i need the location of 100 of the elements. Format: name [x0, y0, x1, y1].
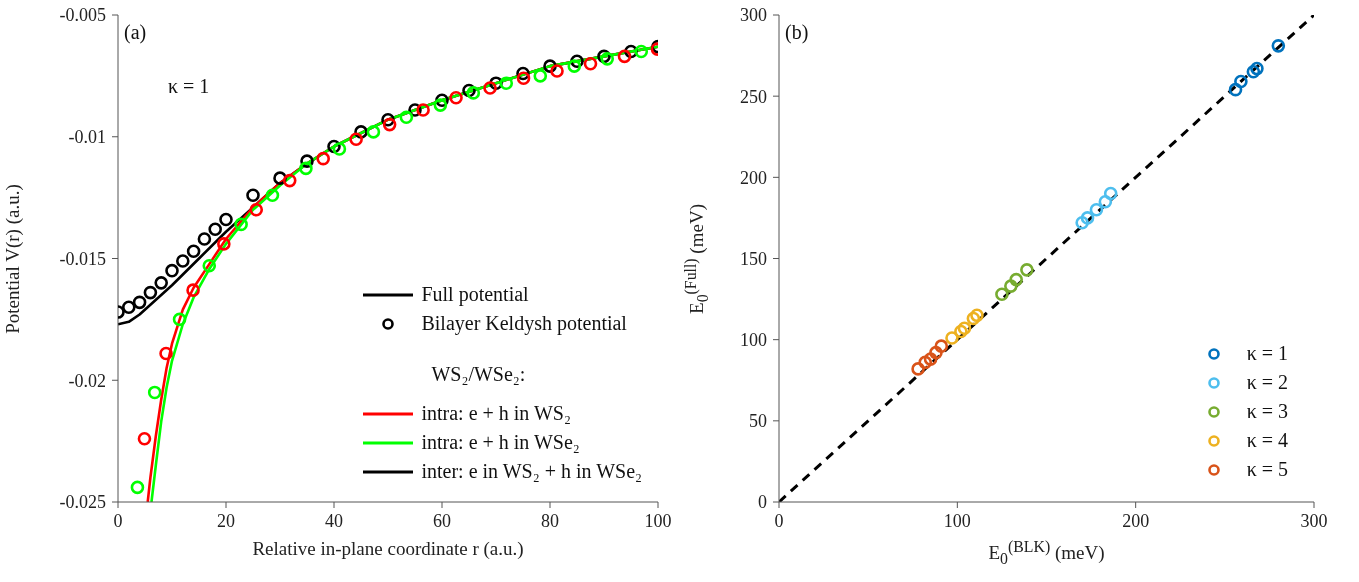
point: [219, 212, 233, 227]
point: [137, 431, 152, 446]
point: [208, 222, 222, 237]
y-tick-label: -0.005: [59, 5, 106, 26]
point: [1080, 211, 1095, 225]
point: [172, 312, 187, 327]
x-tick-label: 0: [113, 510, 123, 531]
point: [945, 331, 959, 345]
point: [217, 237, 231, 251]
point: [234, 217, 248, 232]
point: [154, 276, 168, 290]
point: [159, 346, 173, 361]
point: [533, 69, 548, 83]
x-tick-label: 300: [1300, 510, 1328, 531]
point: [382, 117, 397, 132]
point: [399, 110, 414, 125]
point: [499, 76, 514, 90]
annotation: inter: e in WS₂ + h in WSe₂: [421, 459, 642, 484]
y-tick-label: -0.02: [68, 370, 106, 391]
y-tick-label: 250: [740, 86, 767, 107]
point: [349, 132, 363, 146]
annotation: (a): [124, 21, 147, 43]
point: [634, 44, 649, 59]
y-tick-label: -0.01: [68, 127, 106, 148]
annotation: κ = 1: [168, 75, 210, 97]
point: [567, 59, 582, 73]
legend-label: κ = 1: [1246, 341, 1288, 366]
point: [911, 362, 925, 376]
point: [316, 151, 330, 166]
point: [332, 142, 347, 156]
point: [176, 254, 190, 268]
y-axis-title: Potential V(r) (a.u.): [2, 183, 23, 334]
point: [617, 49, 632, 64]
point: [246, 188, 260, 202]
point: [1250, 61, 1264, 76]
point: [1098, 194, 1113, 209]
point: [165, 263, 179, 278]
x-axis-title: Relative in-plane coordinate r (a.u.): [252, 538, 524, 559]
point: [265, 188, 280, 202]
point: [202, 259, 217, 273]
y-tick-label: 50: [749, 411, 767, 432]
point: [449, 90, 463, 105]
point: [249, 203, 264, 217]
point: [143, 285, 158, 300]
legend-label: Bilayer Keldysh potential: [421, 311, 627, 337]
point: [934, 339, 949, 353]
point: [186, 244, 201, 258]
point: [995, 287, 1009, 302]
x-tick-label: 100: [644, 510, 672, 531]
point: [923, 352, 938, 366]
legend-label: κ = 5: [1246, 457, 1288, 482]
legend-title: WS₂/WSe₂:: [431, 363, 526, 385]
x-tick-label: 0: [774, 510, 784, 531]
point: [550, 64, 564, 78]
point: [483, 81, 497, 95]
point: [929, 345, 943, 360]
legend-label: Full potential: [421, 282, 529, 308]
legend-label: intra: e + h in WSe₂: [421, 430, 580, 455]
point: [416, 103, 430, 117]
point: [1009, 272, 1023, 287]
point: [122, 300, 136, 314]
x-tick-label: 20: [217, 510, 235, 531]
point: [957, 321, 972, 336]
point: [433, 98, 448, 112]
point: [583, 56, 598, 71]
y-tick-label: -0.025: [59, 492, 106, 513]
point: [1234, 74, 1248, 89]
point: [1228, 82, 1243, 97]
y-tick-label: 200: [740, 167, 767, 188]
legend-label: κ = 2: [1246, 370, 1288, 395]
point: [1075, 215, 1089, 230]
x-tick-label: 100: [943, 510, 971, 531]
point: [282, 173, 297, 188]
y-tick-label: 100: [740, 330, 767, 351]
y-tick-label: 0: [758, 492, 767, 513]
point: [600, 52, 615, 66]
point: [1246, 65, 1261, 79]
point: [1089, 203, 1104, 217]
point: [299, 161, 313, 176]
point: [197, 232, 212, 246]
legend-label: intra: e + h in WS₂: [421, 401, 571, 426]
point: [1004, 279, 1018, 293]
point: [366, 125, 381, 139]
point: [1103, 186, 1118, 201]
point: [132, 295, 147, 310]
point: [954, 324, 968, 339]
x-tick-label: 60: [433, 510, 451, 531]
y-tick-label: 150: [740, 248, 767, 269]
legend-label: κ = 4: [1246, 428, 1288, 453]
point: [516, 71, 531, 86]
point: [918, 355, 933, 370]
point: [966, 311, 981, 326]
point: [147, 385, 162, 400]
y-tick-label: 300: [740, 5, 767, 26]
x-tick-label: 80: [541, 510, 559, 531]
point: [1271, 39, 1286, 53]
x-tick-label: 40: [325, 510, 343, 531]
annotation: (b): [785, 21, 809, 43]
legend-label: κ = 3: [1246, 399, 1288, 424]
point: [130, 480, 145, 495]
